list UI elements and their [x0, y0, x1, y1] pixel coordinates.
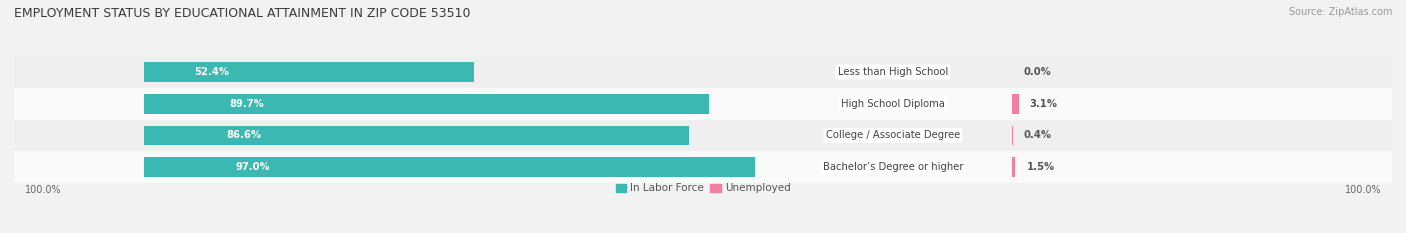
Text: College / Associate Degree: College / Associate Degree — [825, 130, 960, 140]
Text: 100.0%: 100.0% — [25, 185, 62, 195]
Legend: In Labor Force, Unemployed: In Labor Force, Unemployed — [612, 179, 794, 197]
Text: 3.1%: 3.1% — [1029, 99, 1057, 109]
Text: Less than High School: Less than High School — [838, 67, 948, 77]
Text: 97.0%: 97.0% — [236, 162, 270, 172]
Bar — [14, 56, 1392, 88]
Text: Bachelor’s Degree or higher: Bachelor’s Degree or higher — [823, 162, 963, 172]
Text: Source: ZipAtlas.com: Source: ZipAtlas.com — [1288, 7, 1392, 17]
Bar — [145, 158, 755, 177]
Bar — [1012, 94, 1019, 114]
Bar — [14, 88, 1392, 120]
Bar — [145, 126, 689, 145]
Text: 0.4%: 0.4% — [1024, 130, 1052, 140]
Bar — [145, 94, 709, 114]
Text: EMPLOYMENT STATUS BY EDUCATIONAL ATTAINMENT IN ZIP CODE 53510: EMPLOYMENT STATUS BY EDUCATIONAL ATTAINM… — [14, 7, 471, 20]
Text: 52.4%: 52.4% — [194, 67, 229, 77]
Bar — [1012, 158, 1015, 177]
Bar — [14, 120, 1392, 151]
Text: 100.0%: 100.0% — [1344, 185, 1381, 195]
Text: 0.0%: 0.0% — [1024, 67, 1050, 77]
Text: High School Diploma: High School Diploma — [841, 99, 945, 109]
Text: 89.7%: 89.7% — [229, 99, 264, 109]
Text: 1.5%: 1.5% — [1026, 162, 1054, 172]
Text: 86.6%: 86.6% — [226, 130, 262, 140]
Bar — [14, 151, 1392, 183]
Bar — [145, 62, 474, 82]
